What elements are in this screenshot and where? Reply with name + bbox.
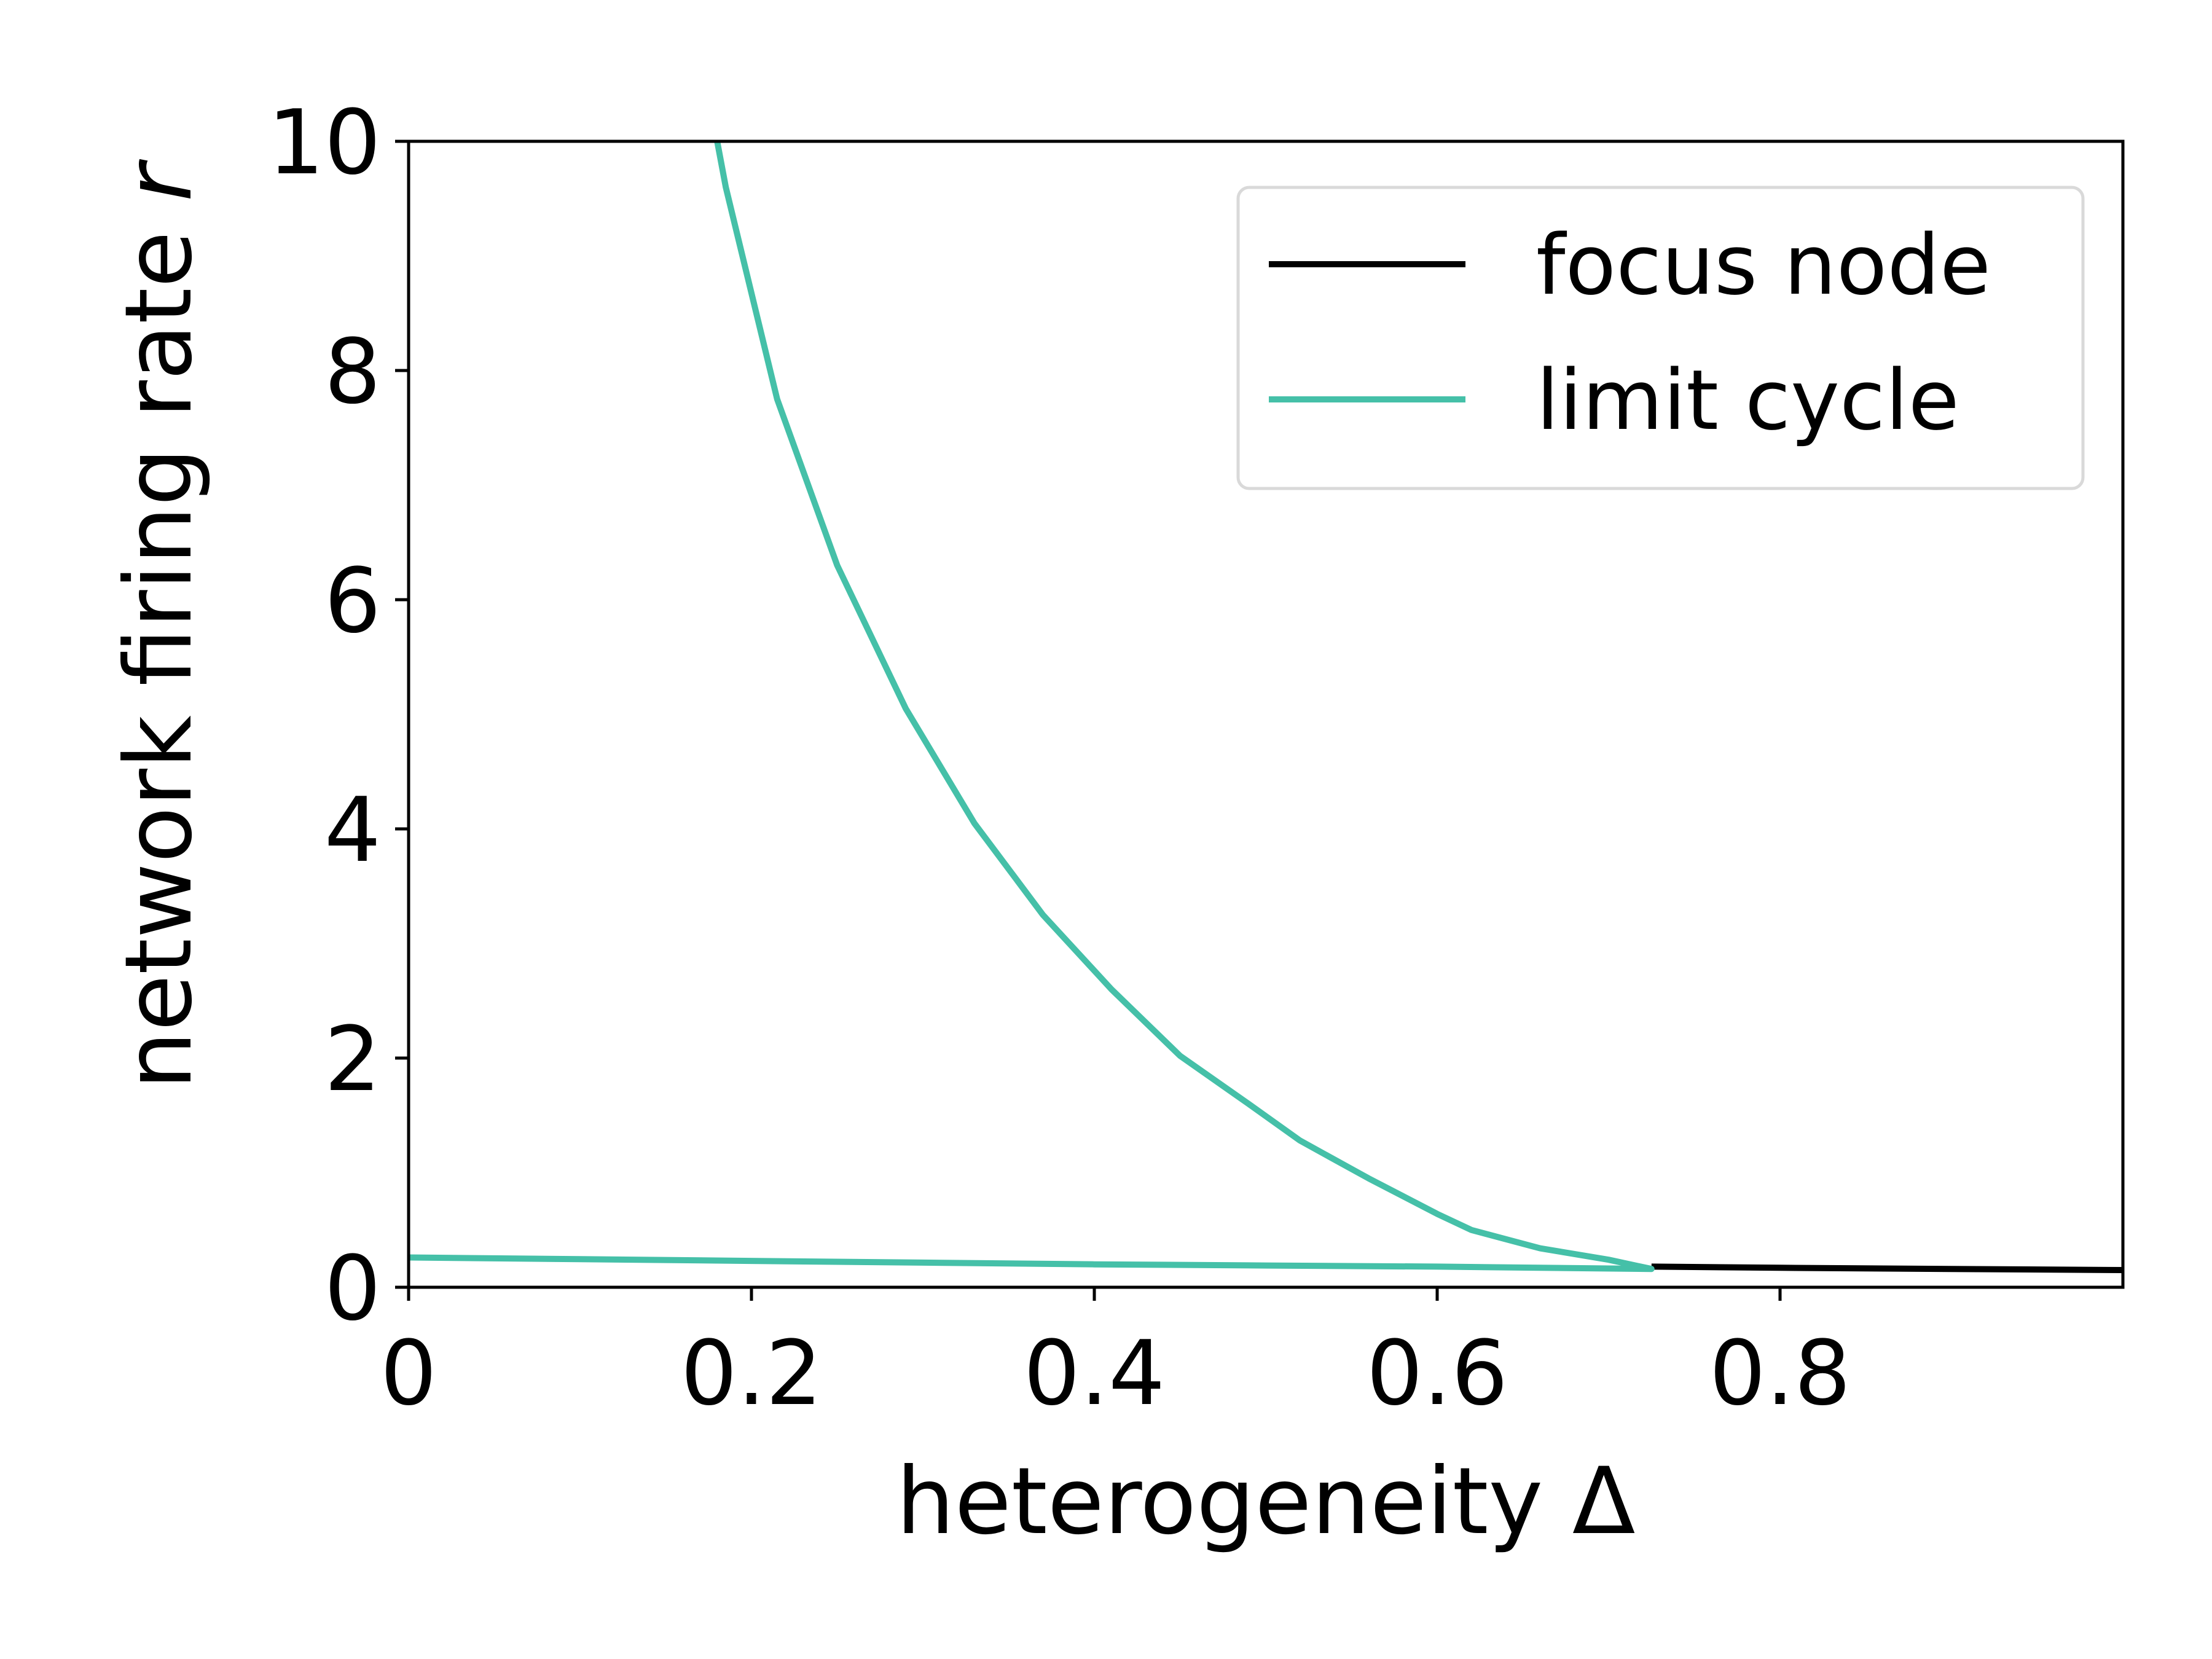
plot-frame: [407, 139, 2125, 1289]
legend-label-limit-cycle: limit cycle: [1536, 352, 1959, 449]
y-tick-label: 0: [324, 1237, 381, 1341]
x-tick-label: 0.2: [681, 1322, 823, 1426]
x-tick-label: 0.8: [1709, 1322, 1851, 1426]
axis-ticks: 0 0.2 0.4 0.6 0.8 0 2 4 6 8 10: [267, 91, 1851, 1426]
plot-lines: [408, 141, 2124, 1273]
y-tick-label: 6: [324, 549, 381, 653]
y-tick-label: 2: [324, 1008, 381, 1112]
series-line-focus-node: [1651, 1263, 2124, 1273]
y-axis-label-text: network firing rate: [106, 202, 213, 1089]
x-tick-label: 0.4: [1024, 1322, 1166, 1426]
x-tick-label: 0.6: [1367, 1322, 1508, 1426]
y-tick-label: 8: [324, 320, 381, 424]
y-axis-label: network firing rate r: [106, 159, 213, 1089]
legend: focus node limit cycle: [1236, 186, 2085, 490]
y-tick-label: 4: [324, 779, 381, 882]
x-axis-label: heterogeneity Δ: [896, 1448, 1635, 1555]
x-tick-label: 0: [380, 1322, 437, 1426]
y-axis-label-variable: r: [106, 159, 213, 202]
legend-label-focus-node: focus node: [1536, 217, 1991, 313]
y-tick-label: 10: [267, 91, 381, 195]
series-line-limit-cycle: [408, 141, 1655, 1273]
